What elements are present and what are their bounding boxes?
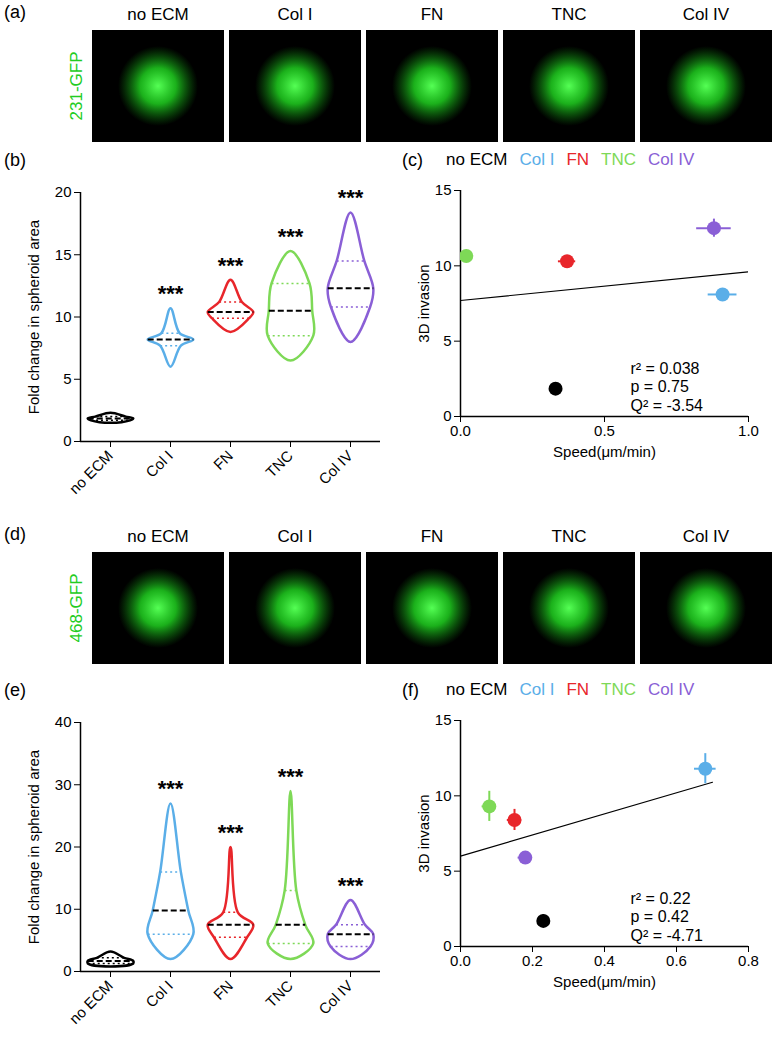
svg-text:15: 15 [55,246,72,263]
svg-text:TNC: TNC [552,5,587,24]
svg-text:5: 5 [63,370,71,387]
svg-text:no ECM: no ECM [127,5,188,24]
html-text:Col I: Col I [519,150,555,169]
svg-text:0: 0 [63,432,71,449]
svg-text:TNC: TNC [552,527,587,546]
svg-text:FN: FN [210,447,236,473]
svg-text:20: 20 [55,183,72,200]
svg-text:10: 10 [55,308,72,325]
svg-text:Col IV: Col IV [315,977,356,1018]
html-text:TNC: TNC [601,150,636,169]
svg-text:0: 0 [443,937,452,955]
svg-text:***: *** [278,224,304,249]
svg-text:3D invasion: 3D invasion [415,794,432,872]
svg-text:***: *** [218,820,244,845]
html-text:(d): (d) [4,524,26,544]
svg-text:FN: FN [421,5,444,24]
svg-text:0.0: 0.0 [450,952,471,969]
svg-text:0.6: 0.6 [666,952,687,969]
svg-text:***: *** [278,764,304,789]
svg-text:TNC: TNC [262,447,296,481]
svg-text:Col I: Col I [278,5,313,24]
html-text:(b): (b) [4,150,26,170]
svg-text:r² = 0.038p = 0.75Q² = -3.54: r² = 0.038p = 0.75Q² = -3.54 [631,360,704,414]
svg-text:r² = 0.22p = 0.42Q² = -4.71: r² = 0.22p = 0.42Q² = -4.71 [631,890,704,944]
html-text:Col IV: Col IV [648,680,695,699]
html-text:FN: FN [566,680,590,699]
svg-text:10: 10 [435,787,452,804]
html-text:Col I: Col I [519,680,555,699]
svg-text:0: 0 [63,962,71,979]
svg-text:30: 30 [55,776,72,793]
html-text:Col IV: Col IV [648,150,695,169]
svg-text:Speed(μm/min): Speed(μm/min) [553,973,656,990]
svg-text:Col IV: Col IV [315,447,356,488]
svg-text:0: 0 [443,407,452,425]
svg-text:Col I: Col I [142,977,176,1011]
svg-text:FN: FN [421,527,444,546]
svg-text:0.2: 0.2 [522,952,543,969]
svg-text:Col I: Col I [278,527,313,546]
svg-text:0.0: 0.0 [450,422,471,439]
svg-text:15: 15 [435,711,452,728]
svg-text:10: 10 [55,900,72,917]
html-text:FN: FN [566,150,590,169]
svg-text:***: *** [338,873,364,898]
svg-text:3D invasion: 3D invasion [415,264,432,342]
svg-text:468-GFP: 468-GFP [67,574,86,643]
svg-text:5: 5 [443,862,451,879]
svg-text:0.8: 0.8 [738,952,759,969]
svg-text:Fold change in spheroid area: Fold change in spheroid area [25,749,42,944]
svg-text:40: 40 [55,713,72,730]
svg-text:***: *** [218,253,244,278]
svg-text:***: *** [338,185,364,210]
svg-text:15: 15 [435,181,452,198]
svg-text:***: *** [158,281,184,306]
svg-text:10: 10 [435,257,452,274]
svg-text:no ECM: no ECM [66,977,116,1027]
svg-text:no ECM: no ECM [127,527,188,546]
svg-text:TNC: TNC [262,977,296,1011]
html-text:(f): (f) [402,680,419,700]
html-text:(a): (a) [4,2,26,22]
svg-text:***: *** [158,776,184,801]
svg-text:FN: FN [210,977,236,1003]
svg-text:5: 5 [443,332,451,349]
html-text:(e): (e) [4,680,26,700]
svg-text:Speed(μm/min): Speed(μm/min) [553,443,656,460]
svg-text:231-GFP: 231-GFP [67,52,86,121]
svg-text:Col IV: Col IV [683,527,730,546]
html-text:no ECM: no ECM [446,680,508,699]
svg-text:Col IV: Col IV [683,5,730,24]
svg-text:0.5: 0.5 [594,422,615,439]
svg-text:1.0: 1.0 [738,422,759,439]
svg-text:no ECM: no ECM [66,447,116,497]
svg-text:Fold change in spheroid area: Fold change in spheroid area [25,219,42,414]
html-text:TNC: TNC [601,680,636,699]
html-text:no ECM: no ECM [446,150,508,169]
svg-text:0.4: 0.4 [594,952,615,969]
svg-text:20: 20 [55,838,72,855]
svg-text:Col I: Col I [142,447,176,481]
html-text:(c): (c) [402,150,423,170]
